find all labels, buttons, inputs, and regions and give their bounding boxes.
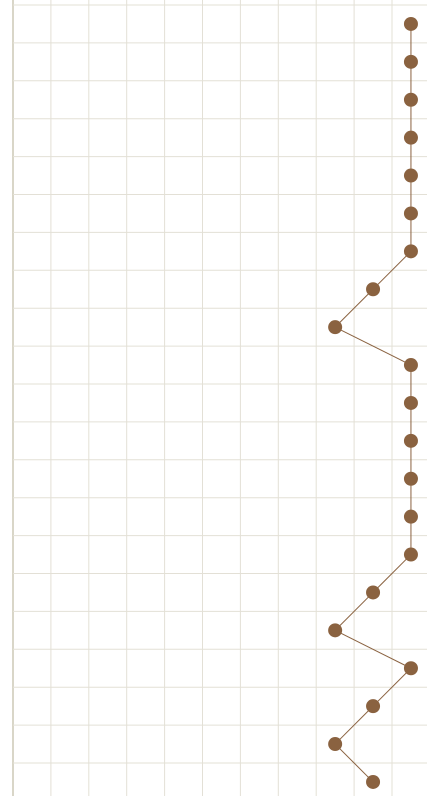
data-point bbox=[328, 737, 343, 752]
data-point bbox=[403, 509, 418, 524]
series-line-segment bbox=[334, 326, 412, 366]
series-line-group bbox=[334, 23, 412, 783]
data-point bbox=[403, 547, 418, 562]
data-point bbox=[403, 358, 418, 373]
grid bbox=[12, 0, 427, 796]
data-point bbox=[366, 699, 381, 714]
data-point bbox=[328, 320, 343, 335]
data-point bbox=[403, 130, 418, 145]
data-point bbox=[403, 206, 418, 221]
series-line-segment bbox=[334, 629, 412, 669]
series-line-segment bbox=[334, 743, 374, 783]
data-point bbox=[366, 774, 381, 789]
data-point bbox=[366, 585, 381, 600]
data-point bbox=[403, 168, 418, 183]
data-point bbox=[403, 471, 418, 486]
data-point bbox=[403, 661, 418, 676]
data-point bbox=[403, 433, 418, 448]
data-point bbox=[403, 92, 418, 107]
series-points bbox=[328, 16, 418, 789]
series-line-segment bbox=[334, 705, 374, 745]
data-point bbox=[366, 282, 381, 297]
data-point bbox=[403, 54, 418, 69]
data-point bbox=[403, 244, 418, 259]
series-line-segment bbox=[372, 250, 412, 290]
series-line-segment bbox=[372, 554, 412, 593]
series-line-segment bbox=[372, 667, 412, 707]
series-line-segment bbox=[334, 288, 374, 328]
series-line-segment bbox=[334, 592, 374, 631]
data-point bbox=[403, 16, 418, 31]
data-point bbox=[403, 395, 418, 410]
data-point bbox=[328, 623, 343, 638]
